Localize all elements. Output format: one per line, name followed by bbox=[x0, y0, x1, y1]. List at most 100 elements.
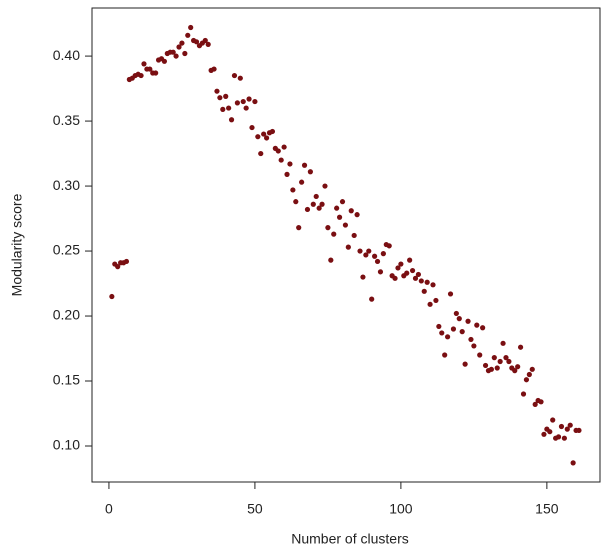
point bbox=[474, 322, 480, 328]
point bbox=[369, 296, 375, 302]
point bbox=[404, 270, 410, 276]
point bbox=[515, 364, 521, 370]
point bbox=[439, 330, 445, 336]
point bbox=[263, 135, 270, 141]
point bbox=[176, 44, 182, 50]
point bbox=[161, 58, 168, 64]
point bbox=[482, 362, 489, 369]
point bbox=[173, 53, 179, 59]
point bbox=[442, 352, 448, 358]
point bbox=[500, 340, 506, 346]
point bbox=[170, 49, 176, 55]
point bbox=[436, 323, 442, 330]
y-tick-label: 0.20 bbox=[53, 307, 80, 323]
point bbox=[278, 157, 284, 163]
point bbox=[380, 251, 386, 257]
y-tick-label: 0.30 bbox=[53, 177, 80, 193]
point bbox=[418, 278, 424, 284]
point bbox=[345, 244, 351, 250]
point bbox=[424, 279, 430, 285]
point bbox=[564, 426, 570, 432]
point bbox=[523, 377, 530, 383]
point bbox=[497, 358, 503, 365]
point bbox=[445, 334, 451, 340]
point bbox=[182, 50, 188, 57]
point bbox=[281, 144, 287, 150]
point bbox=[336, 214, 343, 220]
point bbox=[386, 243, 392, 249]
point bbox=[287, 161, 293, 167]
point bbox=[456, 316, 462, 322]
point bbox=[433, 297, 439, 304]
point bbox=[217, 95, 223, 101]
point bbox=[228, 117, 235, 123]
point bbox=[374, 258, 381, 265]
point bbox=[223, 93, 229, 99]
point bbox=[491, 355, 497, 361]
point bbox=[421, 288, 427, 294]
point bbox=[284, 171, 290, 177]
point bbox=[115, 264, 121, 270]
point bbox=[328, 257, 334, 263]
point bbox=[307, 169, 313, 175]
point bbox=[395, 265, 401, 271]
point bbox=[334, 205, 340, 211]
point bbox=[342, 222, 349, 228]
point bbox=[185, 32, 191, 38]
point bbox=[360, 274, 366, 280]
point bbox=[471, 343, 477, 349]
point bbox=[304, 206, 311, 213]
point bbox=[249, 124, 255, 131]
point bbox=[532, 401, 538, 408]
point bbox=[570, 460, 576, 466]
point bbox=[243, 105, 249, 111]
point bbox=[357, 248, 363, 254]
point bbox=[313, 193, 319, 200]
point bbox=[237, 75, 243, 81]
point bbox=[123, 258, 130, 265]
point bbox=[331, 231, 337, 237]
point bbox=[193, 39, 200, 45]
point bbox=[526, 371, 532, 378]
point bbox=[561, 435, 567, 441]
point bbox=[301, 162, 308, 168]
point bbox=[299, 179, 305, 185]
point bbox=[240, 98, 246, 105]
point bbox=[459, 329, 465, 335]
point bbox=[255, 134, 261, 140]
x-tick-label: 100 bbox=[389, 501, 413, 517]
point bbox=[319, 201, 325, 207]
point bbox=[354, 212, 360, 218]
point bbox=[138, 72, 144, 79]
x-tick-label: 0 bbox=[105, 501, 113, 517]
point bbox=[520, 391, 527, 397]
point bbox=[275, 148, 281, 154]
y-axis-label: Modularity score bbox=[9, 193, 25, 296]
point bbox=[462, 361, 468, 367]
point bbox=[488, 366, 494, 372]
point bbox=[477, 352, 483, 358]
point bbox=[415, 271, 422, 278]
point bbox=[226, 105, 232, 111]
point bbox=[494, 365, 500, 371]
point bbox=[529, 366, 535, 372]
point bbox=[398, 261, 404, 267]
point bbox=[141, 61, 147, 67]
point bbox=[558, 423, 565, 430]
x-tick-label: 150 bbox=[535, 501, 559, 517]
point bbox=[453, 310, 459, 317]
point bbox=[409, 267, 416, 274]
point bbox=[538, 399, 544, 405]
point bbox=[503, 355, 509, 361]
point bbox=[351, 232, 357, 239]
point bbox=[188, 24, 194, 31]
point bbox=[547, 429, 553, 435]
x-tick-label: 50 bbox=[247, 501, 263, 517]
point bbox=[231, 72, 238, 79]
point bbox=[377, 269, 384, 275]
point bbox=[366, 248, 372, 254]
point bbox=[567, 422, 573, 428]
point bbox=[179, 40, 185, 46]
point bbox=[234, 100, 240, 106]
point bbox=[372, 253, 378, 259]
